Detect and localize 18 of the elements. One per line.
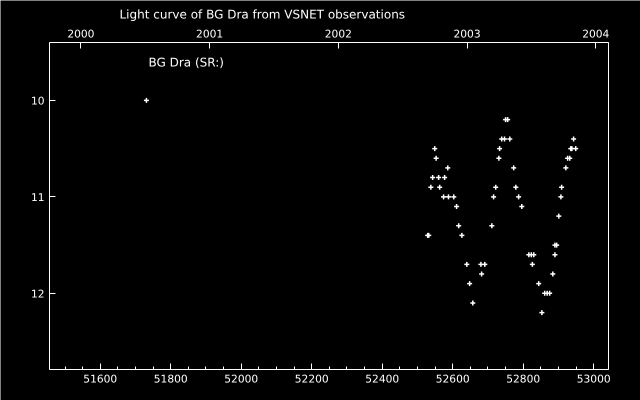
y-tick-label: 11 xyxy=(30,190,45,204)
x2-tick-label: 2004 xyxy=(582,28,610,40)
x-tick-label: 52200 xyxy=(294,372,329,386)
y-tick-label: 12 xyxy=(30,287,45,300)
x2-tick-label: 2002 xyxy=(324,28,352,40)
x2-tick-label: 2000 xyxy=(67,28,95,40)
x-tick-label: 53000 xyxy=(576,372,611,386)
x-tick-label: 51800 xyxy=(154,372,188,386)
x-tick-label: 52000 xyxy=(224,372,258,386)
x2-tick-label: 2003 xyxy=(453,28,481,40)
annotation: BG Dra (SR:) xyxy=(148,56,224,70)
x2-tick-label: 2001 xyxy=(196,28,224,40)
x-tick-label: 52600 xyxy=(436,372,470,386)
x-tick-label: 51600 xyxy=(83,372,118,386)
x-tick-label: 52400 xyxy=(365,372,400,386)
y-tick-label: 10 xyxy=(30,94,45,108)
chart-title: Light curve of BG Dra from VSNET observations xyxy=(120,8,406,22)
x-tick-label: 52800 xyxy=(506,372,540,386)
